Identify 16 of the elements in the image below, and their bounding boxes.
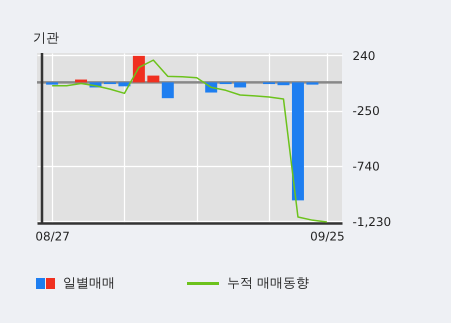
bar	[75, 80, 88, 82]
x-tick-label: 08/27	[35, 230, 70, 244]
bar	[162, 82, 174, 98]
y-tick-label: -740	[352, 159, 380, 174]
chart-title: 기관	[33, 30, 59, 47]
y-tick-label: -1,230	[352, 214, 392, 229]
legend-label: 누적 매매동향	[227, 275, 310, 292]
bar	[292, 82, 304, 200]
line-series	[51, 59, 328, 223]
bar	[147, 76, 160, 82]
y-tick-label: 240	[352, 48, 376, 63]
bar	[234, 82, 246, 88]
x-tick-label: 09/25	[310, 230, 345, 244]
y-tick-label: -250	[352, 104, 380, 118]
legend-label: 일별매매	[63, 275, 115, 292]
bar	[132, 56, 145, 82]
